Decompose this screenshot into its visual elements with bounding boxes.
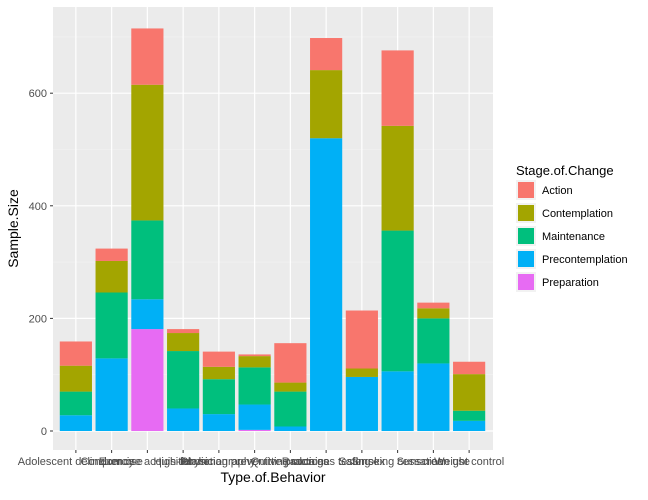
bar-segment — [238, 367, 271, 405]
y-tick-label: 0 — [41, 426, 47, 438]
legend-label: Contemplation — [542, 208, 613, 220]
legend-label: Maintenance — [542, 231, 605, 243]
bar-segment — [95, 260, 128, 293]
bar-segment — [453, 361, 486, 375]
bar-segment — [345, 368, 378, 377]
bar-segment — [202, 351, 235, 367]
bar-segment — [202, 379, 235, 415]
x-tick-label: Condom use — [80, 456, 142, 468]
legend-label: Action — [542, 185, 573, 197]
legend-label: Preparation — [542, 277, 599, 289]
y-tick-label: 200 — [29, 313, 47, 325]
bar-segment — [95, 358, 128, 431]
legend-key — [518, 228, 534, 244]
bar-segment — [310, 70, 343, 139]
bar-segment — [381, 230, 414, 372]
bar-segment — [381, 50, 414, 126]
bar-segment — [453, 410, 486, 421]
legend-key — [518, 251, 534, 267]
x-tick-label: Physician preventive practices — [181, 456, 329, 468]
legend: Stage.of.Change Action Contemplation Maint… — [516, 163, 628, 292]
bar-segment — [59, 341, 92, 366]
bar-segment — [345, 376, 378, 431]
bar-segment — [167, 329, 200, 334]
bar-segment — [131, 84, 164, 221]
y-axis-title: Sample.Size — [5, 189, 21, 268]
bar-segment — [95, 248, 128, 261]
x-tick-label: Weight control — [434, 456, 504, 468]
bar-segment — [167, 408, 200, 431]
bar-segment — [310, 38, 343, 71]
bar-segment — [238, 356, 271, 368]
bar-segment — [274, 391, 307, 427]
bar-segment — [202, 414, 235, 431]
legend-title: Stage.of.Change — [516, 163, 614, 178]
bar-segment — [381, 125, 414, 231]
bar-segment — [274, 426, 307, 431]
x-tick-label: Safer sex — [339, 456, 386, 468]
bar-segment — [417, 308, 450, 319]
bar-segment — [202, 366, 235, 380]
x-axis-title: Type.of.Behavior — [220, 469, 325, 485]
y-axis: 0 200 400 600 — [29, 88, 53, 438]
bar-segment — [131, 329, 164, 431]
x-tick-label: Smoking cessation — [351, 456, 443, 468]
bar-segment — [59, 415, 92, 431]
bar-segment — [131, 220, 164, 300]
bar-segment — [95, 292, 128, 359]
bar-segment — [310, 138, 343, 431]
bar-segment — [417, 318, 450, 364]
bar-segment — [453, 374, 486, 411]
bar-segment — [274, 343, 307, 383]
bar-segment — [131, 28, 164, 85]
bar-segment — [238, 354, 271, 357]
x-tick-label: Quitting cocaine — [251, 456, 330, 468]
bar-segment — [417, 302, 450, 309]
y-tick-label: 600 — [29, 88, 47, 100]
bar-segment — [167, 333, 200, 352]
x-tick-label: Exercise acquisition — [99, 456, 196, 468]
bars — [59, 28, 486, 431]
y-tick-label: 400 — [29, 201, 47, 213]
bar-segment — [59, 365, 92, 392]
x-tick-label: Radon gas testing — [282, 456, 371, 468]
legend-key — [518, 182, 534, 198]
bar-segment — [417, 363, 450, 431]
legend-key — [518, 274, 534, 290]
x-tick-label: Sunscreen use — [397, 456, 470, 468]
bar-segment — [345, 310, 378, 369]
legend-label: Precontemplation — [542, 254, 628, 266]
bar-segment — [453, 420, 486, 431]
bar-segment — [274, 382, 307, 392]
bar-segment — [167, 351, 200, 409]
bar-segment — [59, 391, 92, 416]
bar-segment — [238, 404, 271, 430]
x-tick-label: High-fat diet — [153, 456, 212, 468]
bar-segment — [238, 429, 271, 431]
x-tick-label: Adolescent delinquency — [18, 456, 135, 468]
bar-segment — [381, 371, 414, 431]
bar-segment — [131, 299, 164, 330]
x-tick-label: Mammography — [182, 456, 256, 468]
legend-key — [518, 205, 534, 221]
